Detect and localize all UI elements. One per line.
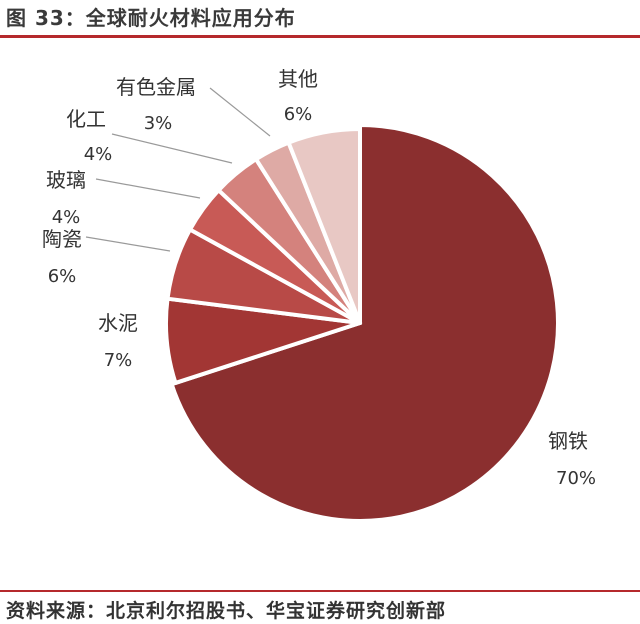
slice-value-6: 6%	[284, 104, 313, 125]
slice-label-3: 玻璃	[46, 168, 86, 192]
slice-label-6: 其他	[278, 67, 318, 91]
title-divider	[0, 35, 640, 38]
slice-label-1: 水泥	[98, 311, 138, 335]
leader-line-3	[95, 178, 201, 199]
slice-value-4: 4%	[84, 144, 113, 165]
leader-line-4	[111, 133, 233, 164]
slice-label-5: 有色金属	[116, 75, 196, 99]
slice-label-2: 陶瓷	[42, 227, 82, 251]
slice-value-0: 70%	[556, 468, 596, 489]
pie-chart-area: 钢铁 70% 水泥 7% 陶瓷 6% 玻璃 4% 化工 4% 有色金属 3% 其他 6%	[0, 40, 640, 588]
slice-label-4: 化工	[66, 107, 106, 131]
source-note: 资料来源：北京利尔招股书、华宝证券研究创新部	[6, 600, 447, 622]
pie-chart: 钢铁 70% 水泥 7% 陶瓷 6% 玻璃 4% 化工 4% 有色金属 3% 其他 6%	[42, 67, 596, 523]
source-divider	[0, 590, 640, 592]
leader-line-2	[85, 236, 171, 252]
slice-label-0: 钢铁	[548, 429, 588, 453]
leader-line-5	[209, 87, 271, 137]
pie-slice-0	[169, 123, 560, 523]
slice-value-5: 3%	[144, 113, 173, 134]
slice-value-2: 6%	[48, 266, 77, 287]
slice-value-3: 4%	[52, 207, 81, 228]
chart-title: 图 33：全球耐火材料应用分布	[6, 6, 296, 30]
slice-value-1: 7%	[104, 350, 133, 371]
pie-slice-6	[286, 127, 362, 325]
